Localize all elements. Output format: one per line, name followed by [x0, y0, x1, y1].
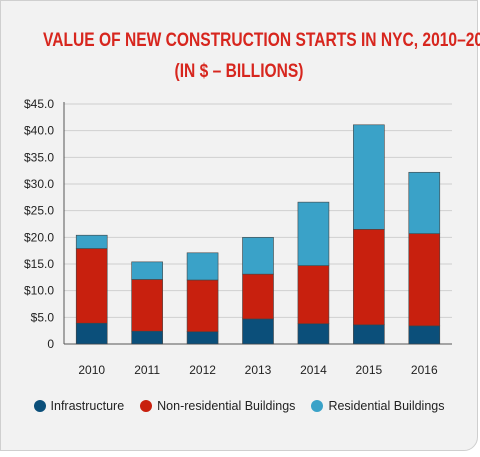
legend-marker [311, 400, 324, 412]
y-tick-label: $30.0 [24, 177, 54, 191]
y-tick-label: $15.0 [24, 257, 54, 271]
bar-residential-buildings-2016 [408, 171, 441, 234]
x-tick-label: 2010 [78, 363, 105, 377]
bar-infrastructure-2012 [186, 331, 219, 345]
bar-residential-buildings-2012 [186, 252, 219, 281]
x-tick-label: 2012 [189, 363, 216, 377]
chart-title: VALUE OF NEW CONSTRUCTION STARTS IN NYC,… [43, 30, 480, 51]
x-tick-label: 2011 [134, 363, 160, 377]
bar-infrastructure-2010 [75, 322, 108, 345]
y-tick-label: 0 [47, 337, 54, 351]
bar-infrastructure-2014 [297, 323, 330, 345]
bar-non-residential-buildings-2015 [353, 229, 385, 326]
x-tick-label: 2014 [300, 363, 327, 377]
legend-marker [33, 400, 46, 412]
legend-label: Infrastructure [50, 399, 125, 413]
bar-non-residential-buildings-2010 [75, 248, 108, 324]
bar-residential-buildings-2015 [353, 124, 385, 230]
bar-non-residential-buildings-2011 [131, 279, 163, 332]
bar-non-residential-buildings-2013 [242, 273, 274, 320]
bar-infrastructure-2013 [242, 318, 274, 345]
bar-non-residential-buildings-2012 [186, 279, 219, 333]
bar-non-residential-buildings-2014 [297, 265, 330, 325]
bar-non-residential-buildings-2016 [408, 233, 441, 327]
y-tick-label: $5.0 [31, 310, 55, 324]
x-tick-label: 2016 [411, 363, 438, 377]
legend-item: Residential Buildings [311, 399, 444, 413]
legend-label: Residential Buildings [328, 399, 445, 413]
y-tick-label: $20.0 [24, 230, 54, 244]
y-tick-label: $45.0 [24, 97, 54, 111]
bar-residential-buildings-2014 [297, 201, 330, 266]
legend-marker [140, 400, 153, 412]
x-tick-label: 2013 [245, 363, 272, 377]
legend-label: Non-residential Buildings [157, 399, 296, 413]
y-tick-label: $25.0 [24, 204, 54, 218]
y-tick-label: $40.0 [24, 124, 54, 138]
y-tick-label: $10.0 [24, 284, 54, 298]
bar-residential-buildings-2013 [242, 237, 274, 275]
legend-item: Infrastructure [33, 399, 125, 413]
bar-infrastructure-2016 [408, 325, 441, 345]
y-tick-label: $35.0 [24, 150, 54, 164]
chart-legend: Infrastructure Non-residential Buildings R… [0, 399, 478, 413]
legend-item: Non-residential Buildings [140, 399, 295, 413]
x-tick-label: 2015 [356, 363, 383, 377]
bar-residential-buildings-2011 [131, 261, 163, 280]
bar-residential-buildings-2010 [75, 234, 108, 249]
chart-subtitle: (IN $ – BILLIONS) [174, 61, 304, 82]
bar-infrastructure-2015 [353, 324, 385, 345]
bar-infrastructure-2011 [131, 330, 163, 345]
